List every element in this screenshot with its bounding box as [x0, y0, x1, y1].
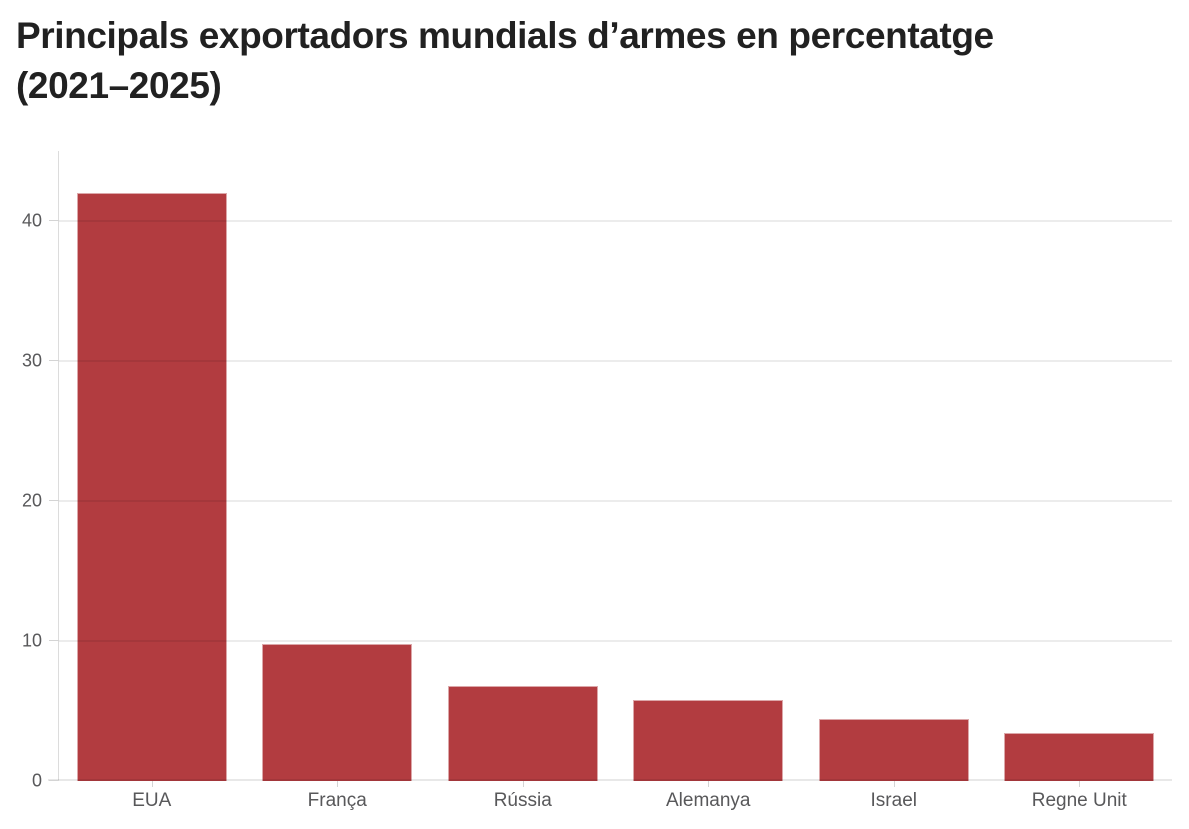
bar — [447, 685, 598, 781]
gridline — [59, 360, 1172, 362]
x-tick-mark — [708, 781, 710, 787]
chart-title: Principals exportadors mundials d’armes … — [16, 11, 994, 111]
x-tick-mark — [1079, 781, 1081, 787]
bar — [262, 643, 413, 781]
y-tick-label: 0 — [31, 770, 42, 791]
y-tick-label: 40 — [21, 210, 42, 231]
x-tick-label: Israel — [870, 790, 917, 811]
bar — [76, 193, 227, 781]
y-tick-label: 10 — [21, 630, 42, 651]
gridline — [59, 640, 1172, 642]
bar — [818, 719, 969, 781]
gridline — [59, 500, 1172, 502]
y-tick-label: 30 — [21, 350, 42, 371]
bar — [1004, 733, 1155, 781]
y-tick-label: 20 — [21, 490, 42, 511]
y-tick-mark — [49, 780, 59, 781]
x-tick-mark — [893, 781, 895, 787]
x-tick-label: França — [307, 790, 367, 811]
plot-area: 0 10 20 30 40 EUA França Rússia Alemanya Israel R… — [22, 151, 1172, 811]
y-tick-mark — [49, 220, 59, 221]
y-tick-mark — [49, 360, 59, 361]
y-tick-mark — [49, 500, 59, 501]
x-tick-label: Alemanya — [666, 790, 751, 811]
x-tick-label: Rússia — [493, 790, 552, 811]
chart-title-line-1: Principals exportadors mundials d’armes … — [16, 15, 994, 56]
gridline — [59, 220, 1172, 222]
y-tick-mark — [49, 640, 59, 641]
x-tick-mark — [522, 781, 524, 787]
chart-title-line-2: (2021–2025) — [16, 65, 222, 106]
bar — [633, 699, 784, 781]
x-axis-baseline — [48, 779, 1172, 781]
x-tick-label: Regne Unit — [1031, 790, 1127, 811]
x-tick-mark — [151, 781, 153, 787]
y-axis-line — [58, 151, 59, 781]
x-tick-mark — [337, 781, 339, 787]
x-tick-label: EUA — [132, 790, 172, 811]
